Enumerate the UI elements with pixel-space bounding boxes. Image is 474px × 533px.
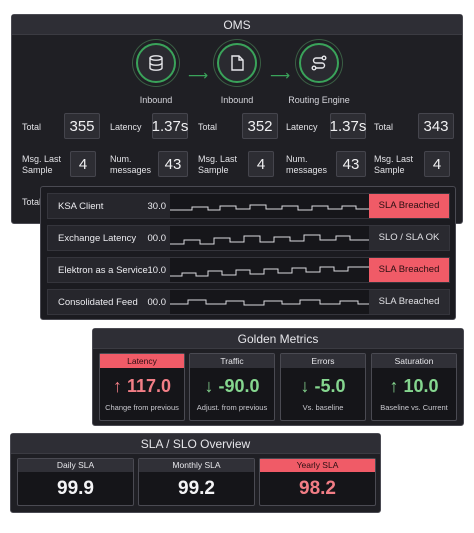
card-header: Monthly SLA [139, 459, 254, 472]
arrow-right-icon: ⟶ [270, 67, 291, 83]
sample-value: 4 [70, 151, 96, 177]
clients-panel: KSA Client 30.0 SLA Breached Exchange La… [40, 186, 456, 320]
errors-card[interactable]: Errors ↓ -5.0 Vs. baseline [280, 353, 366, 421]
card-value: 99.2 [178, 478, 215, 499]
client-row-consolidated-feed[interactable]: Consolidated Feed 00.0 SLA Breached [47, 289, 450, 315]
sla-slo-overview-panel: SLA / SLO Overview Daily SLA 99.9 Monthl… [10, 433, 381, 513]
arrow-right-icon: ⟶ [188, 67, 209, 83]
sla-status-badge: SLA Breached [369, 290, 449, 314]
sample-label: Msg. Last Sample [22, 154, 62, 175]
card-header: Yearly SLA [260, 459, 375, 472]
card-header: Daily SLA [18, 459, 133, 472]
sample-label: Msg. Last Sample [374, 154, 414, 175]
card-subtitle: Change from previous [105, 403, 179, 412]
client-value: 00.0 [147, 297, 167, 308]
num-messages-value: 43 [336, 151, 366, 177]
client-value: 30.0 [147, 201, 167, 212]
total-label-partial: Total [22, 197, 42, 207]
traffic-card[interactable]: Traffic ↓ -90.0 Adjust. from previous [189, 353, 275, 421]
sla-status-badge: SLA Breached [369, 194, 449, 218]
routing-engine-node[interactable]: Routing Engine [274, 43, 364, 105]
client-value: 00.0 [147, 233, 167, 244]
file-icon [217, 43, 257, 83]
card-header: Traffic [190, 354, 274, 368]
sample-value: 4 [248, 151, 274, 177]
num-messages-label: Num. messages [286, 154, 328, 175]
total-value: 352 [242, 113, 278, 139]
yearly-sla-card[interactable]: Yearly SLA 98.2 [259, 458, 376, 506]
card-header: Errors [281, 354, 365, 368]
latency-card[interactable]: Latency ↑ 117.0 Change from previous [99, 353, 185, 421]
sla-status-badge: SLO / SLA OK [369, 226, 449, 250]
monthly-sla-card[interactable]: Monthly SLA 99.2 [138, 458, 255, 506]
oms-title: OMS [12, 15, 462, 35]
client-name: Exchange Latency [58, 233, 137, 244]
client-sparkline [170, 258, 370, 282]
card-subtitle: Vs. baseline [302, 403, 344, 412]
card-subtitle: Adjust. from previous [196, 403, 268, 412]
daily-sla-card[interactable]: Daily SLA 99.9 [17, 458, 134, 506]
client-name: Consolidated Feed [58, 297, 138, 308]
sample-label: Msg. Last Sample [198, 154, 238, 175]
node-label: Inbound [139, 95, 173, 105]
sla-slo-overview-title: SLA / SLO Overview [11, 434, 380, 454]
node-label: Inbound [220, 95, 254, 105]
total-label: Total [22, 122, 42, 132]
total-label: Total [374, 122, 394, 132]
client-sparkline [170, 226, 370, 250]
client-name: Elektron as a Service [58, 265, 148, 276]
client-value: 10.0 [147, 265, 167, 276]
num-messages-value: 43 [158, 151, 188, 177]
latency-label: Latency [286, 122, 318, 132]
inbound-node-1[interactable]: Inbound [111, 43, 201, 105]
client-row-ksa[interactable]: KSA Client 30.0 SLA Breached [47, 193, 450, 219]
client-sparkline [170, 290, 370, 314]
node-label: Routing Engine [288, 95, 350, 105]
client-row-elektron[interactable]: Elektron as a Service 10.0 SLA Breached [47, 257, 450, 283]
inbound-node-2[interactable]: Inbound [192, 43, 282, 105]
saturation-card[interactable]: Saturation ↑ 10.0 Baseline vs. Current [371, 353, 457, 421]
latency-label: Latency [110, 122, 142, 132]
card-subtitle: Baseline vs. Current [380, 403, 448, 412]
route-icon [299, 43, 339, 83]
latency-value: 1.37s [152, 113, 188, 139]
total-value: 355 [64, 113, 100, 139]
card-value: ↓ -90.0 [204, 376, 260, 396]
card-value: ↓ -5.0 [300, 376, 346, 396]
card-header: Saturation [372, 354, 456, 368]
client-name: KSA Client [58, 201, 104, 212]
card-value: ↑ 10.0 [389, 376, 439, 396]
client-sparkline [170, 194, 370, 218]
num-messages-label: Num. messages [110, 154, 152, 175]
golden-metrics-panel: Golden Metrics Latency ↑ 117.0 Change fr… [92, 328, 464, 426]
sla-status-badge: SLA Breached [369, 258, 449, 282]
total-value: 343 [418, 113, 454, 139]
card-value: ↑ 117.0 [112, 376, 172, 396]
card-header: Latency [100, 354, 184, 368]
sample-value: 4 [424, 151, 450, 177]
latency-value: 1.37s [330, 113, 366, 139]
database-icon [136, 43, 176, 83]
client-row-exchange-latency[interactable]: Exchange Latency 00.0 SLO / SLA OK [47, 225, 450, 251]
card-value: 98.2 [299, 478, 336, 499]
card-value: 99.9 [57, 478, 94, 499]
golden-metrics-title: Golden Metrics [93, 329, 463, 349]
total-label: Total [198, 122, 218, 132]
